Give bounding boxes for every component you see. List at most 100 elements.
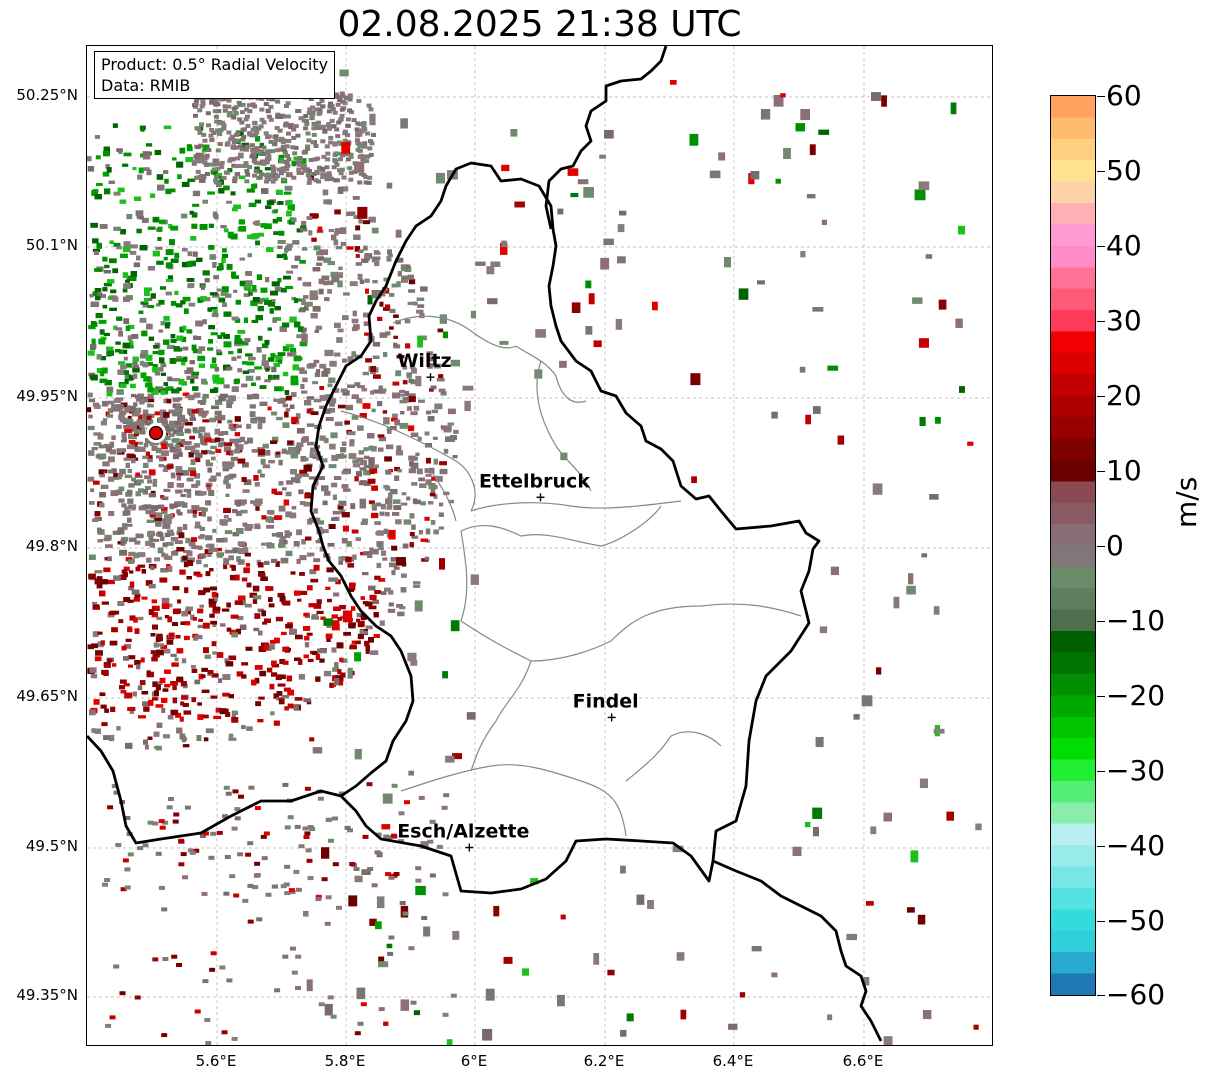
- echo-pixel: [90, 374, 98, 381]
- echo-pixel: [216, 121, 222, 126]
- echo-pixel: [222, 302, 227, 307]
- echo-pixel: [356, 618, 361, 623]
- echo-pixel: [185, 609, 192, 615]
- echo-pixel: [347, 667, 353, 679]
- echo-pixel: [118, 150, 123, 154]
- echo-pixel: [348, 895, 358, 907]
- echo-pixel: [161, 907, 168, 912]
- echo-pixel: [275, 616, 284, 622]
- echo-pixel: [266, 667, 273, 673]
- echo-pixel: [342, 101, 348, 106]
- echo-pixel: [415, 885, 426, 896]
- echo-pixel: [247, 919, 254, 924]
- echo-pixel: [312, 651, 319, 655]
- echo-pixel: [339, 657, 344, 663]
- echo-pixel: [199, 526, 205, 532]
- echo-pixel: [331, 124, 337, 129]
- echo-pixel: [402, 365, 408, 370]
- echo-pixel: [186, 278, 195, 282]
- echo-pixel: [265, 586, 274, 591]
- echo-pixel: [199, 104, 205, 109]
- echo-pixel: [226, 403, 232, 409]
- echo-pixel: [434, 403, 443, 410]
- echo-pixel: [229, 629, 236, 635]
- echo-pixel: [357, 154, 363, 159]
- echo-pixel: [420, 286, 428, 292]
- echo-pixel: [341, 512, 350, 518]
- echo-pixel: [234, 132, 240, 137]
- echo-pixel: [385, 444, 394, 450]
- echo-pixel: [203, 155, 209, 160]
- echo-pixel: [126, 275, 134, 281]
- echo-pixel: [389, 562, 398, 568]
- echo-pixel: [201, 891, 208, 896]
- echo-pixel: [331, 388, 340, 393]
- echo-pixel: [876, 667, 882, 675]
- echo-pixel: [310, 110, 316, 115]
- echo-pixel: [127, 415, 132, 421]
- echo-pixel: [280, 114, 286, 119]
- echo-pixel: [177, 418, 183, 422]
- echo-pixel: [207, 162, 216, 167]
- echo-pixel: [174, 444, 181, 449]
- echo-pixel: [233, 204, 242, 209]
- echo-pixel: [128, 375, 135, 381]
- echo-pixel: [219, 393, 228, 398]
- echo-pixel: [148, 584, 156, 589]
- echo-pixel: [128, 559, 134, 564]
- echo-pixel: [324, 349, 334, 357]
- echo-pixel: [304, 400, 312, 406]
- echo-pixel: [305, 173, 311, 178]
- echo-pixel: [148, 493, 156, 498]
- echo-pixel: [893, 596, 900, 609]
- echo-pixel: [362, 371, 370, 376]
- echo-pixel: [161, 506, 168, 512]
- echo-pixel: [315, 676, 321, 682]
- echo-pixel: [110, 706, 116, 712]
- echo-pixel: [279, 658, 286, 665]
- echo-pixel: [103, 332, 110, 336]
- echo-pixel: [187, 560, 194, 566]
- echo-pixel: [367, 175, 373, 180]
- echo-pixel: [194, 98, 200, 103]
- echo-pixel: [147, 226, 156, 230]
- echo-pixel: [156, 455, 161, 459]
- colorbar-tick: [1097, 471, 1105, 472]
- echo-pixel: [341, 441, 347, 446]
- echo-pixel: [313, 107, 319, 112]
- echo-pixel: [359, 413, 367, 418]
- radar-map[interactable]: Wiltz Ettelbruck Findel Esch/Alzette: [86, 45, 993, 1046]
- echo-pixel: [439, 558, 446, 570]
- echo-pixel: [123, 566, 130, 572]
- echo-pixel: [357, 425, 364, 431]
- echo-pixel: [186, 550, 193, 557]
- echo-pixel: [263, 223, 272, 230]
- echo-pixel: [378, 961, 389, 968]
- echo-pixel: [305, 131, 311, 136]
- echo-pixel: [167, 715, 174, 720]
- echo-pixel: [676, 952, 685, 961]
- echo-pixel: [180, 418, 187, 423]
- echo-pixel: [209, 417, 216, 423]
- echo-pixel: [410, 379, 418, 385]
- echo-pixel: [254, 613, 261, 619]
- echo-pixel: [338, 679, 344, 686]
- echo-pixel: [187, 848, 194, 853]
- echo-pixel: [273, 231, 281, 235]
- echo-pixel: [160, 362, 166, 367]
- echo-pixel: [143, 462, 149, 468]
- echo-pixel: [396, 257, 404, 263]
- echo-pixel: [146, 519, 155, 523]
- echo-pixel: [277, 398, 286, 404]
- echo-pixel: [237, 559, 245, 565]
- echo-pixel: [116, 389, 124, 395]
- echo-pixel: [331, 455, 339, 461]
- echo-pixel: [188, 302, 196, 307]
- echo-pixel: [164, 555, 173, 560]
- echo-pixel: [176, 963, 182, 967]
- echo-pixel: [290, 469, 297, 475]
- echo-pixel: [439, 314, 447, 324]
- echo-pixel: [199, 604, 204, 608]
- echo-pixel: [399, 606, 406, 610]
